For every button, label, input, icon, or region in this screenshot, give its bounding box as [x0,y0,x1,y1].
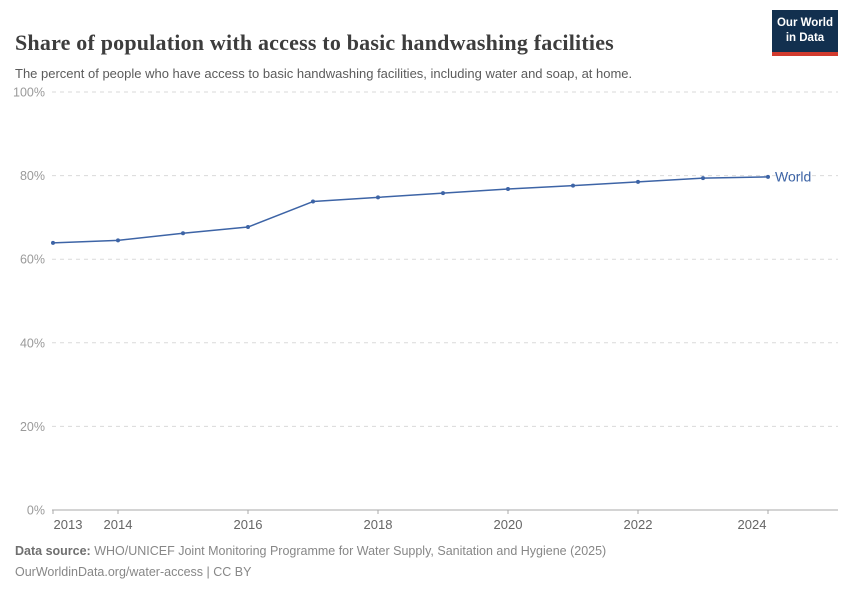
data-point-world-2023[interactable] [701,176,705,181]
x-tick-label-2016: 2016 [234,517,263,532]
x-tick-label-2018: 2018 [364,517,393,532]
owid-logo-line1: Our World [776,17,833,30]
x-tick-label-2020: 2020 [494,517,523,532]
data-point-world-2022[interactable] [636,179,640,184]
data-point-world-2014[interactable] [116,238,120,243]
y-tick-label-40: 40% [20,336,45,350]
data-source-label: Data source: [15,544,91,558]
y-tick-label-100: 100% [13,86,45,100]
y-tick-label-0: 0% [27,504,45,518]
data-point-world-2013[interactable] [51,240,55,245]
x-tick-label-2022: 2022 [624,517,653,532]
y-tick-label-20: 20% [20,420,45,434]
data-point-world-2024[interactable] [766,174,770,179]
owid-link-line[interactable]: OurWorldinData.org/water-access | CC BY [15,565,252,580]
page-title: Share of population with access to basic… [15,29,614,55]
data-point-world-2020[interactable] [506,186,510,191]
data-point-world-2021[interactable] [571,183,575,188]
data-source-line: Data source: WHO/UNICEF Joint Monitoring… [15,541,815,562]
chart-svg: 0% 20% 40% 60% 80% 100% 2013 2014 2016 2018 2020 20… [13,86,838,532]
y-tick-label-60: 60% [20,253,45,267]
data-point-world-2017[interactable] [311,199,315,204]
data-point-world-2019[interactable] [441,191,445,196]
data-point-world-2015[interactable] [181,231,185,236]
owid-logo[interactable]: Our World in Data [772,10,838,56]
chart-footer: Data source: WHO/UNICEF Joint Monitoring… [15,541,815,584]
y-tick-label-80: 80% [20,169,45,183]
data-point-world-2016[interactable] [246,225,250,230]
series-line-world [52,176,769,244]
x-tick-label-2024: 2024 [738,517,767,532]
x-tick-label-2014: 2014 [104,517,133,532]
data-source-text: WHO/UNICEF Joint Monitoring Programme fo… [90,544,607,558]
owid-logo-line2: in Data [785,32,825,44]
data-point-world-2018[interactable] [376,195,380,200]
series-label-world[interactable]: World [775,168,811,184]
chart-subtitle: The percent of people who have access to… [15,66,633,81]
x-tick-label-2013: 2013 [54,517,83,532]
